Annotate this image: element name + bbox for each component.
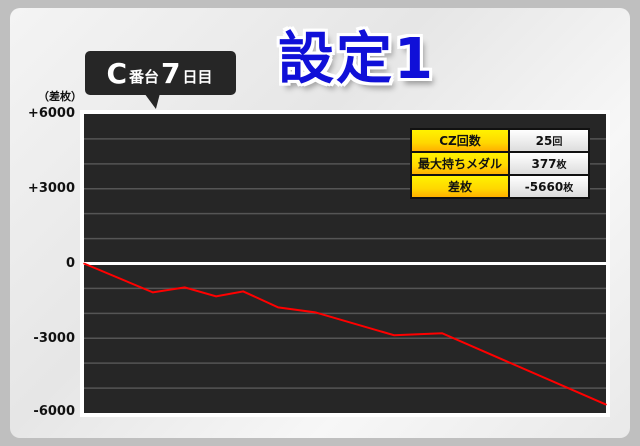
- y-tick-label: +6000: [27, 106, 75, 121]
- y-tick-label: -6000: [33, 404, 75, 419]
- data-point: [215, 295, 217, 298]
- data-point: [242, 290, 245, 293]
- data-point: [605, 403, 607, 406]
- stat-label: 差枚: [410, 174, 510, 199]
- setting-title: 設定1: [278, 27, 435, 92]
- stat-value: 25回: [508, 128, 590, 153]
- data-point: [441, 332, 443, 335]
- y-tick-label: +3000: [27, 181, 75, 196]
- stat-value: 377枚: [508, 151, 590, 176]
- y-tick-label: 0: [65, 256, 75, 271]
- machine-day-label: C 番台 7 日目: [85, 51, 236, 95]
- y-tick-label: -3000: [33, 331, 75, 346]
- y-axis-label: （差枚）: [38, 90, 82, 103]
- data-point: [277, 306, 279, 309]
- stats-table: CZ回数 25回 最大持ちメダル 377枚 差枚 -5660枚: [410, 128, 590, 199]
- stat-label: CZ回数: [410, 128, 510, 153]
- day-suffix: 日目: [182, 67, 213, 86]
- day-number: 7: [161, 56, 181, 90]
- data-point: [314, 311, 317, 314]
- stat-row-max-medals: 最大持ちメダル 377枚: [410, 151, 590, 176]
- stat-row-cz: CZ回数 25回: [410, 128, 590, 153]
- data-point: [152, 291, 154, 294]
- machine-prefix: C: [106, 56, 128, 90]
- stat-label: 最大持ちメダル: [410, 151, 510, 176]
- machine-suffix: 番台: [129, 67, 160, 86]
- stat-value: -5660枚: [508, 174, 590, 199]
- data-point: [83, 262, 85, 265]
- series-line: [83, 262, 607, 406]
- data-point: [183, 286, 186, 289]
- stat-row-diff: 差枚 -5660枚: [410, 174, 590, 199]
- data-point: [393, 334, 395, 337]
